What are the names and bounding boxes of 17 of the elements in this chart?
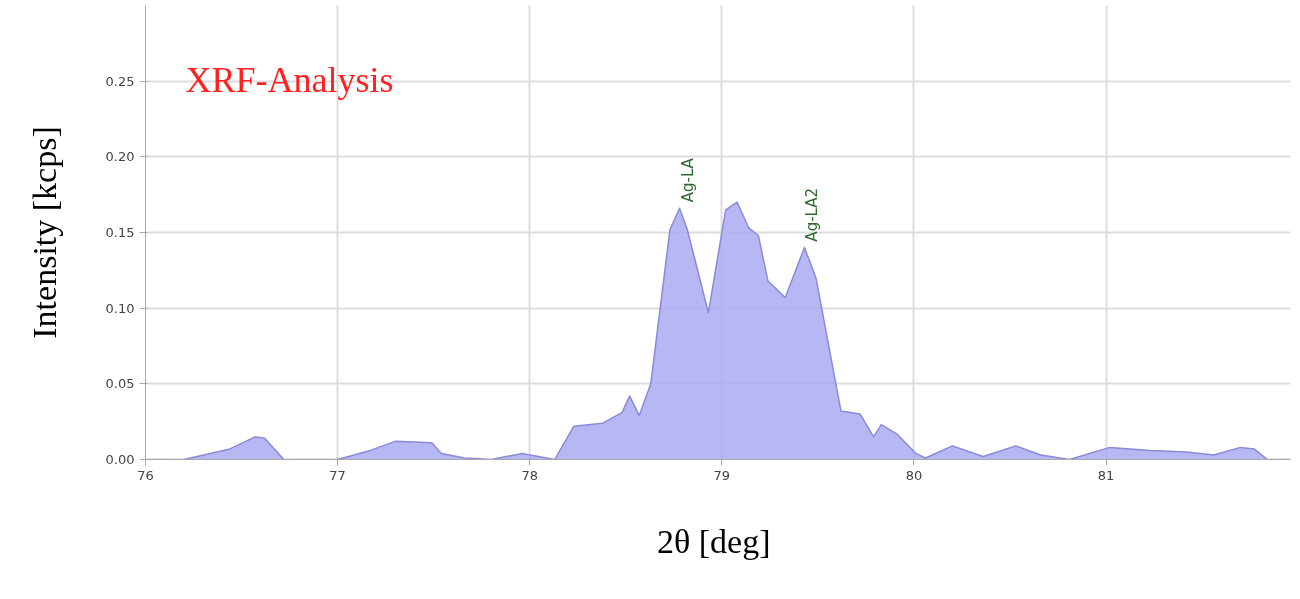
y-axis-title: Intensity [kcps] xyxy=(25,126,63,339)
y-tick-label: 0.10 xyxy=(105,300,135,316)
y-tick-label: 0.25 xyxy=(105,73,135,89)
y-tick-label: 0.05 xyxy=(105,376,135,392)
annotation: Ag-LA xyxy=(678,157,697,203)
y-tick-label: 0.20 xyxy=(105,149,135,165)
annotation: Ag-LA2 xyxy=(803,187,822,242)
x-tick-label: 81 xyxy=(1097,467,1115,483)
text: XRF-Analysis xyxy=(185,59,394,100)
x-tick-label: 80 xyxy=(905,467,923,483)
x-axis-title: 2θ [deg] xyxy=(656,522,771,560)
x-tick-label: 76 xyxy=(137,467,154,483)
x-tick-label: 77 xyxy=(329,467,346,483)
y-tick-label: 0.15 xyxy=(105,225,135,240)
y-tick-label: 0.00 xyxy=(105,452,135,467)
x-tick-label: 79 xyxy=(713,467,731,483)
x-tick-label: 78 xyxy=(521,467,538,483)
